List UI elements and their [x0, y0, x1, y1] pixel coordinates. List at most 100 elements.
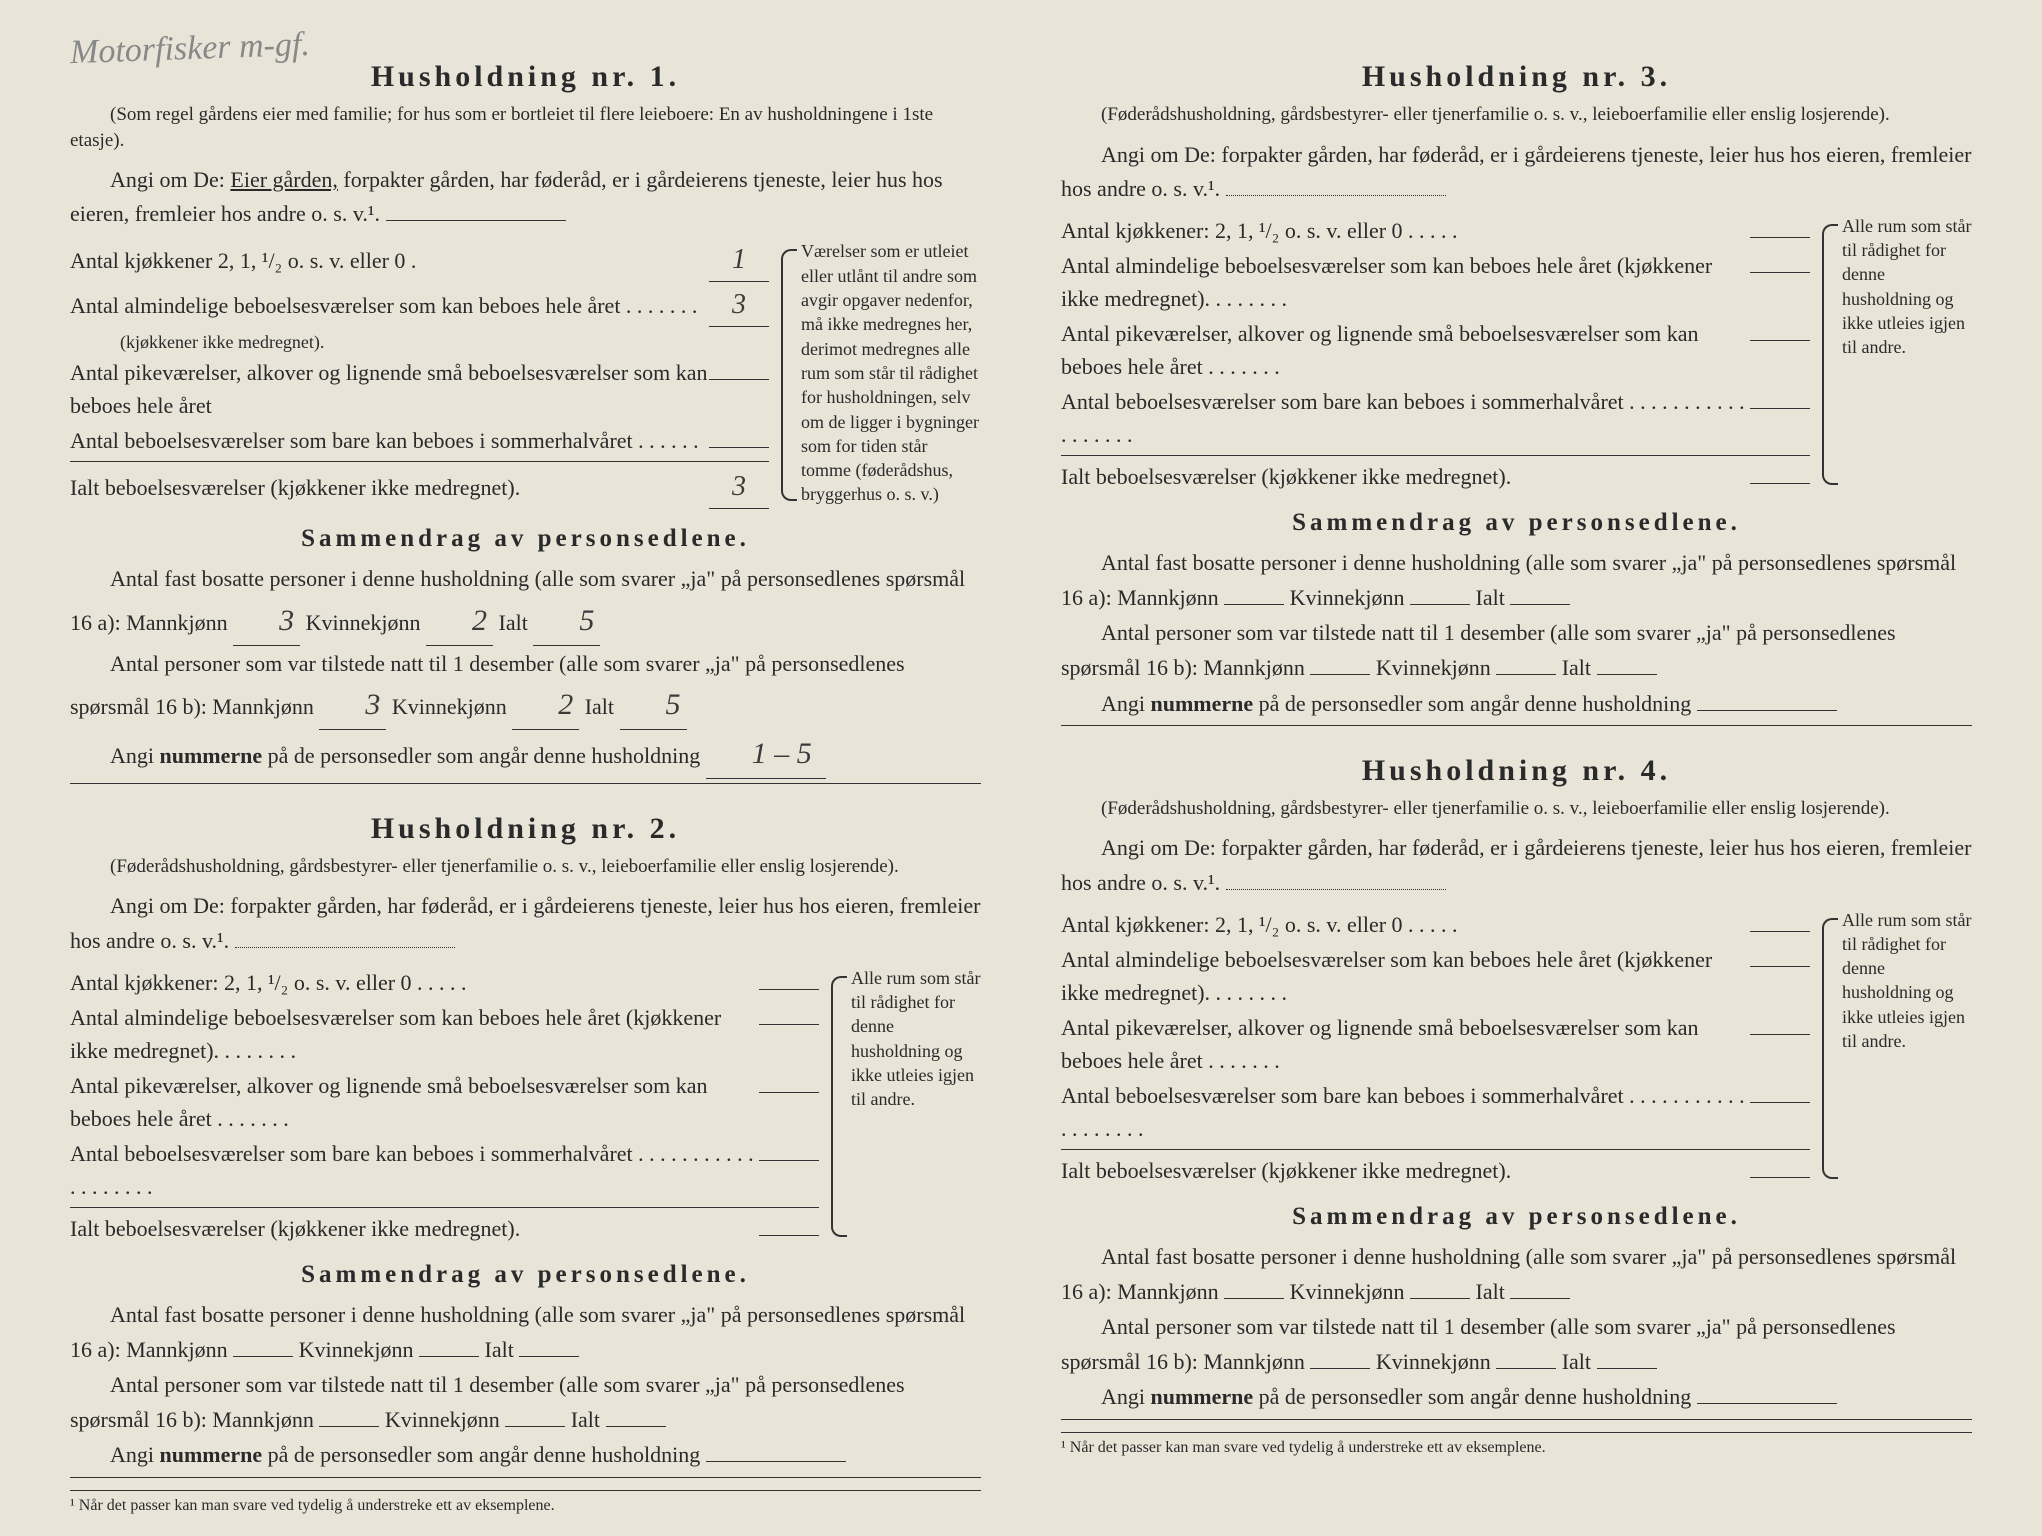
household-2-title: Husholdning nr. 2. — [70, 812, 981, 846]
household-4-title: Husholdning nr. 4. — [1061, 754, 1972, 788]
room-almindelige-4: Antal almindelige beboelsesværelser som … — [1061, 943, 1810, 1009]
room-ialt-3: Ialt beboelsesværelser (kjøkkener ikke m… — [1061, 455, 1810, 493]
rooms-right-note-4: Alle rum som står til rådighet for denne… — [1822, 908, 1972, 1189]
summary-a-k: 2 — [426, 597, 493, 646]
household-2: Husholdning nr. 2. (Føderådshusholdning,… — [70, 812, 981, 1515]
kjokkener-label-4: Antal kjøkkener: 2, 1, ¹/₂ o. s. v. elle… — [1061, 908, 1750, 941]
summary-b-ialt-2 — [606, 1426, 666, 1427]
rooms-left-3: Antal kjøkkener: 2, 1, ¹/₂ o. s. v. elle… — [1061, 214, 1810, 495]
ialt-label-2: Ialt beboelsesværelser (kjøkkener ikke m… — [70, 1212, 759, 1245]
room-pike: Antal pikeværelser, alkover og lignende … — [70, 356, 769, 422]
kvinnekjonn-label-b-2: Kvinnekjønn — [385, 1407, 500, 1432]
kvinnekjonn-label-4: Kvinnekjønn — [1290, 1279, 1405, 1304]
ialt-label-b: Ialt — [585, 694, 614, 719]
sommer-label-2: Antal beboelsesværelser som bare kan beb… — [70, 1137, 759, 1203]
room-kjokkener-2: Antal kjøkkener: 2, 1, ¹/₂ o. s. v. elle… — [70, 966, 819, 999]
room-sommer-3: Antal beboelsesværelser som bare kan beb… — [1061, 385, 1810, 451]
angi-blank-4 — [1226, 889, 1446, 890]
summary-a-ialt-3 — [1510, 604, 1570, 605]
household-2-rooms: Antal kjøkkener: 2, 1, ¹/₂ o. s. v. elle… — [70, 966, 981, 1247]
kjokkener-label: Antal kjøkkener 2, 1, ¹/₂ o. s. v. eller… — [70, 244, 709, 277]
angi-pre-3: Angi om De: forpakter gården, har føderå… — [1061, 142, 1971, 201]
ialt-label-b-3: Ialt — [1562, 655, 1591, 680]
rooms-right-note-3: Alle rum som står til rådighet for denne… — [1822, 214, 1972, 495]
footnote-right: ¹ Når det passer kan man svare ved tydel… — [1061, 1432, 1972, 1457]
almindelige-value: 3 — [709, 284, 769, 327]
summary-a-m-3 — [1224, 604, 1284, 605]
summary-16a-3: Antal fast bosatte personer i denne hush… — [1061, 545, 1972, 615]
left-column: Husholdning nr. 1. (Som regel gårdens ei… — [50, 60, 1001, 1476]
ialt-label-a-4: Ialt — [1476, 1279, 1505, 1304]
room-almindelige: Antal almindelige beboelsesværelser som … — [70, 284, 769, 327]
nummerne-1: Angi nummerne på de personsedler som ang… — [70, 730, 981, 784]
ialt-label-a-2: Ialt — [485, 1337, 514, 1362]
summary-b-m: 3 — [319, 681, 386, 730]
ialt-label-4: Ialt beboelsesværelser (kjøkkener ikke m… — [1061, 1154, 1750, 1187]
household-4: Husholdning nr. 4. (Føderådshusholdning,… — [1061, 754, 1972, 1457]
household-3: Husholdning nr. 3. (Føderådshusholdning,… — [1061, 60, 1972, 726]
sommer-value-3 — [1750, 408, 1810, 409]
nummerne-value-3 — [1697, 710, 1837, 711]
kjokkener-value: 1 — [709, 239, 769, 282]
page-container: Husholdning nr. 1. (Som regel gårdens ei… — [50, 60, 1992, 1476]
household-1: Husholdning nr. 1. (Som regel gårdens ei… — [70, 60, 981, 784]
pike-value — [709, 379, 769, 380]
room-kjokkener-4: Antal kjøkkener: 2, 1, ¹/₂ o. s. v. elle… — [1061, 908, 1810, 941]
pike-value-2 — [759, 1092, 819, 1093]
kvinnekjonn-label-3: Kvinnekjønn — [1290, 585, 1405, 610]
angi-pre-4: Angi om De: forpakter gården, har føderå… — [1061, 835, 1971, 894]
room-kjokkener: Antal kjøkkener 2, 1, ¹/₂ o. s. v. eller… — [70, 239, 769, 282]
nummerne-bold-2: nummerne — [160, 1442, 263, 1467]
nummerne-value-2 — [706, 1461, 846, 1462]
nummerne-bold: nummerne — [160, 743, 263, 768]
room-almindelige-2: Antal almindelige beboelsesværelser som … — [70, 1001, 819, 1067]
summary-b-ialt-3 — [1597, 674, 1657, 675]
rooms-right-note-1: Værelser som er utleiet eller utlånt til… — [781, 239, 981, 511]
kjokkener-value-4 — [1750, 931, 1810, 932]
ialt-label: Ialt beboelsesværelser (kjøkkener ikke m… — [70, 471, 709, 504]
room-ialt-4: Ialt beboelsesværelser (kjøkkener ikke m… — [1061, 1149, 1810, 1187]
almindelige-label-4: Antal almindelige beboelsesværelser som … — [1061, 943, 1750, 1009]
kjokkener-label-3: Antal kjøkkener: 2, 1, ¹/₂ o. s. v. elle… — [1061, 214, 1750, 247]
kvinnekjonn-label: Kvinnekjønn — [306, 610, 421, 635]
summary-a-m-4 — [1224, 1298, 1284, 1299]
ialt-value-2 — [759, 1235, 819, 1236]
almindelige-label-2: Antal almindelige beboelsesværelser som … — [70, 1001, 759, 1067]
household-2-angi: Angi om De: forpakter gården, har føderå… — [70, 889, 981, 957]
sommer-value-4 — [1750, 1102, 1810, 1103]
nummerne-bold-4: nummerne — [1151, 1384, 1254, 1409]
summary-a-k-2 — [419, 1356, 479, 1357]
nummerne-value-1: 1 – 5 — [706, 730, 826, 779]
kjokkener-value-3 — [1750, 237, 1810, 238]
summary-16b-1: Antal personer som var tilstede natt til… — [70, 646, 981, 730]
angi-blank-2 — [235, 947, 455, 948]
room-sommer-4: Antal beboelsesværelser som bare kan beb… — [1061, 1079, 1810, 1145]
kvinnekjonn-label-b-3: Kvinnekjønn — [1376, 655, 1491, 680]
kjokkener-label-2: Antal kjøkkener: 2, 1, ¹/₂ o. s. v. elle… — [70, 966, 759, 999]
summary-b-ialt-4 — [1597, 1368, 1657, 1369]
right-column: Husholdning nr. 3. (Føderådshusholdning,… — [1041, 60, 1992, 1476]
household-4-subtitle: (Føderådshusholdning, gårdsbestyrer- ell… — [1061, 796, 1972, 822]
sommer-label: Antal beboelsesværelser som bare kan beb… — [70, 424, 709, 457]
household-2-subtitle: (Føderådshusholdning, gårdsbestyrer- ell… — [70, 854, 981, 880]
room-pike-3: Antal pikeværelser, alkover og lignende … — [1061, 317, 1810, 383]
ialt-value-4 — [1750, 1177, 1810, 1178]
ialt-value: 3 — [709, 466, 769, 509]
summary-16a-4: Antal fast bosatte personer i denne hush… — [1061, 1239, 1972, 1309]
summary-b-k-3 — [1496, 674, 1556, 675]
angi-pre: Angi om De: — [110, 167, 230, 192]
summary-b-k: 2 — [512, 681, 579, 730]
pike-label-2: Antal pikeværelser, alkover og lignende … — [70, 1069, 759, 1135]
kvinnekjonn-label-b-4: Kvinnekjønn — [1376, 1349, 1491, 1374]
summary-a-m: 3 — [233, 597, 300, 646]
room-almindelige-3: Antal almindelige beboelsesværelser som … — [1061, 249, 1810, 315]
room-kjokkener-3: Antal kjøkkener: 2, 1, ¹/₂ o. s. v. elle… — [1061, 214, 1810, 247]
household-4-angi: Angi om De: forpakter gården, har føderå… — [1061, 831, 1972, 899]
summary-a-k-4 — [1410, 1298, 1470, 1299]
angi-blank — [386, 220, 566, 221]
almindelige-label-3: Antal almindelige beboelsesværelser som … — [1061, 249, 1750, 315]
room-pike-2: Antal pikeværelser, alkover og lignende … — [70, 1069, 819, 1135]
summary-16b-2: Antal personer som var tilstede natt til… — [70, 1367, 981, 1437]
summary-16a-1: Antal fast bosatte personer i denne hush… — [70, 561, 981, 645]
pike-value-3 — [1750, 340, 1810, 341]
